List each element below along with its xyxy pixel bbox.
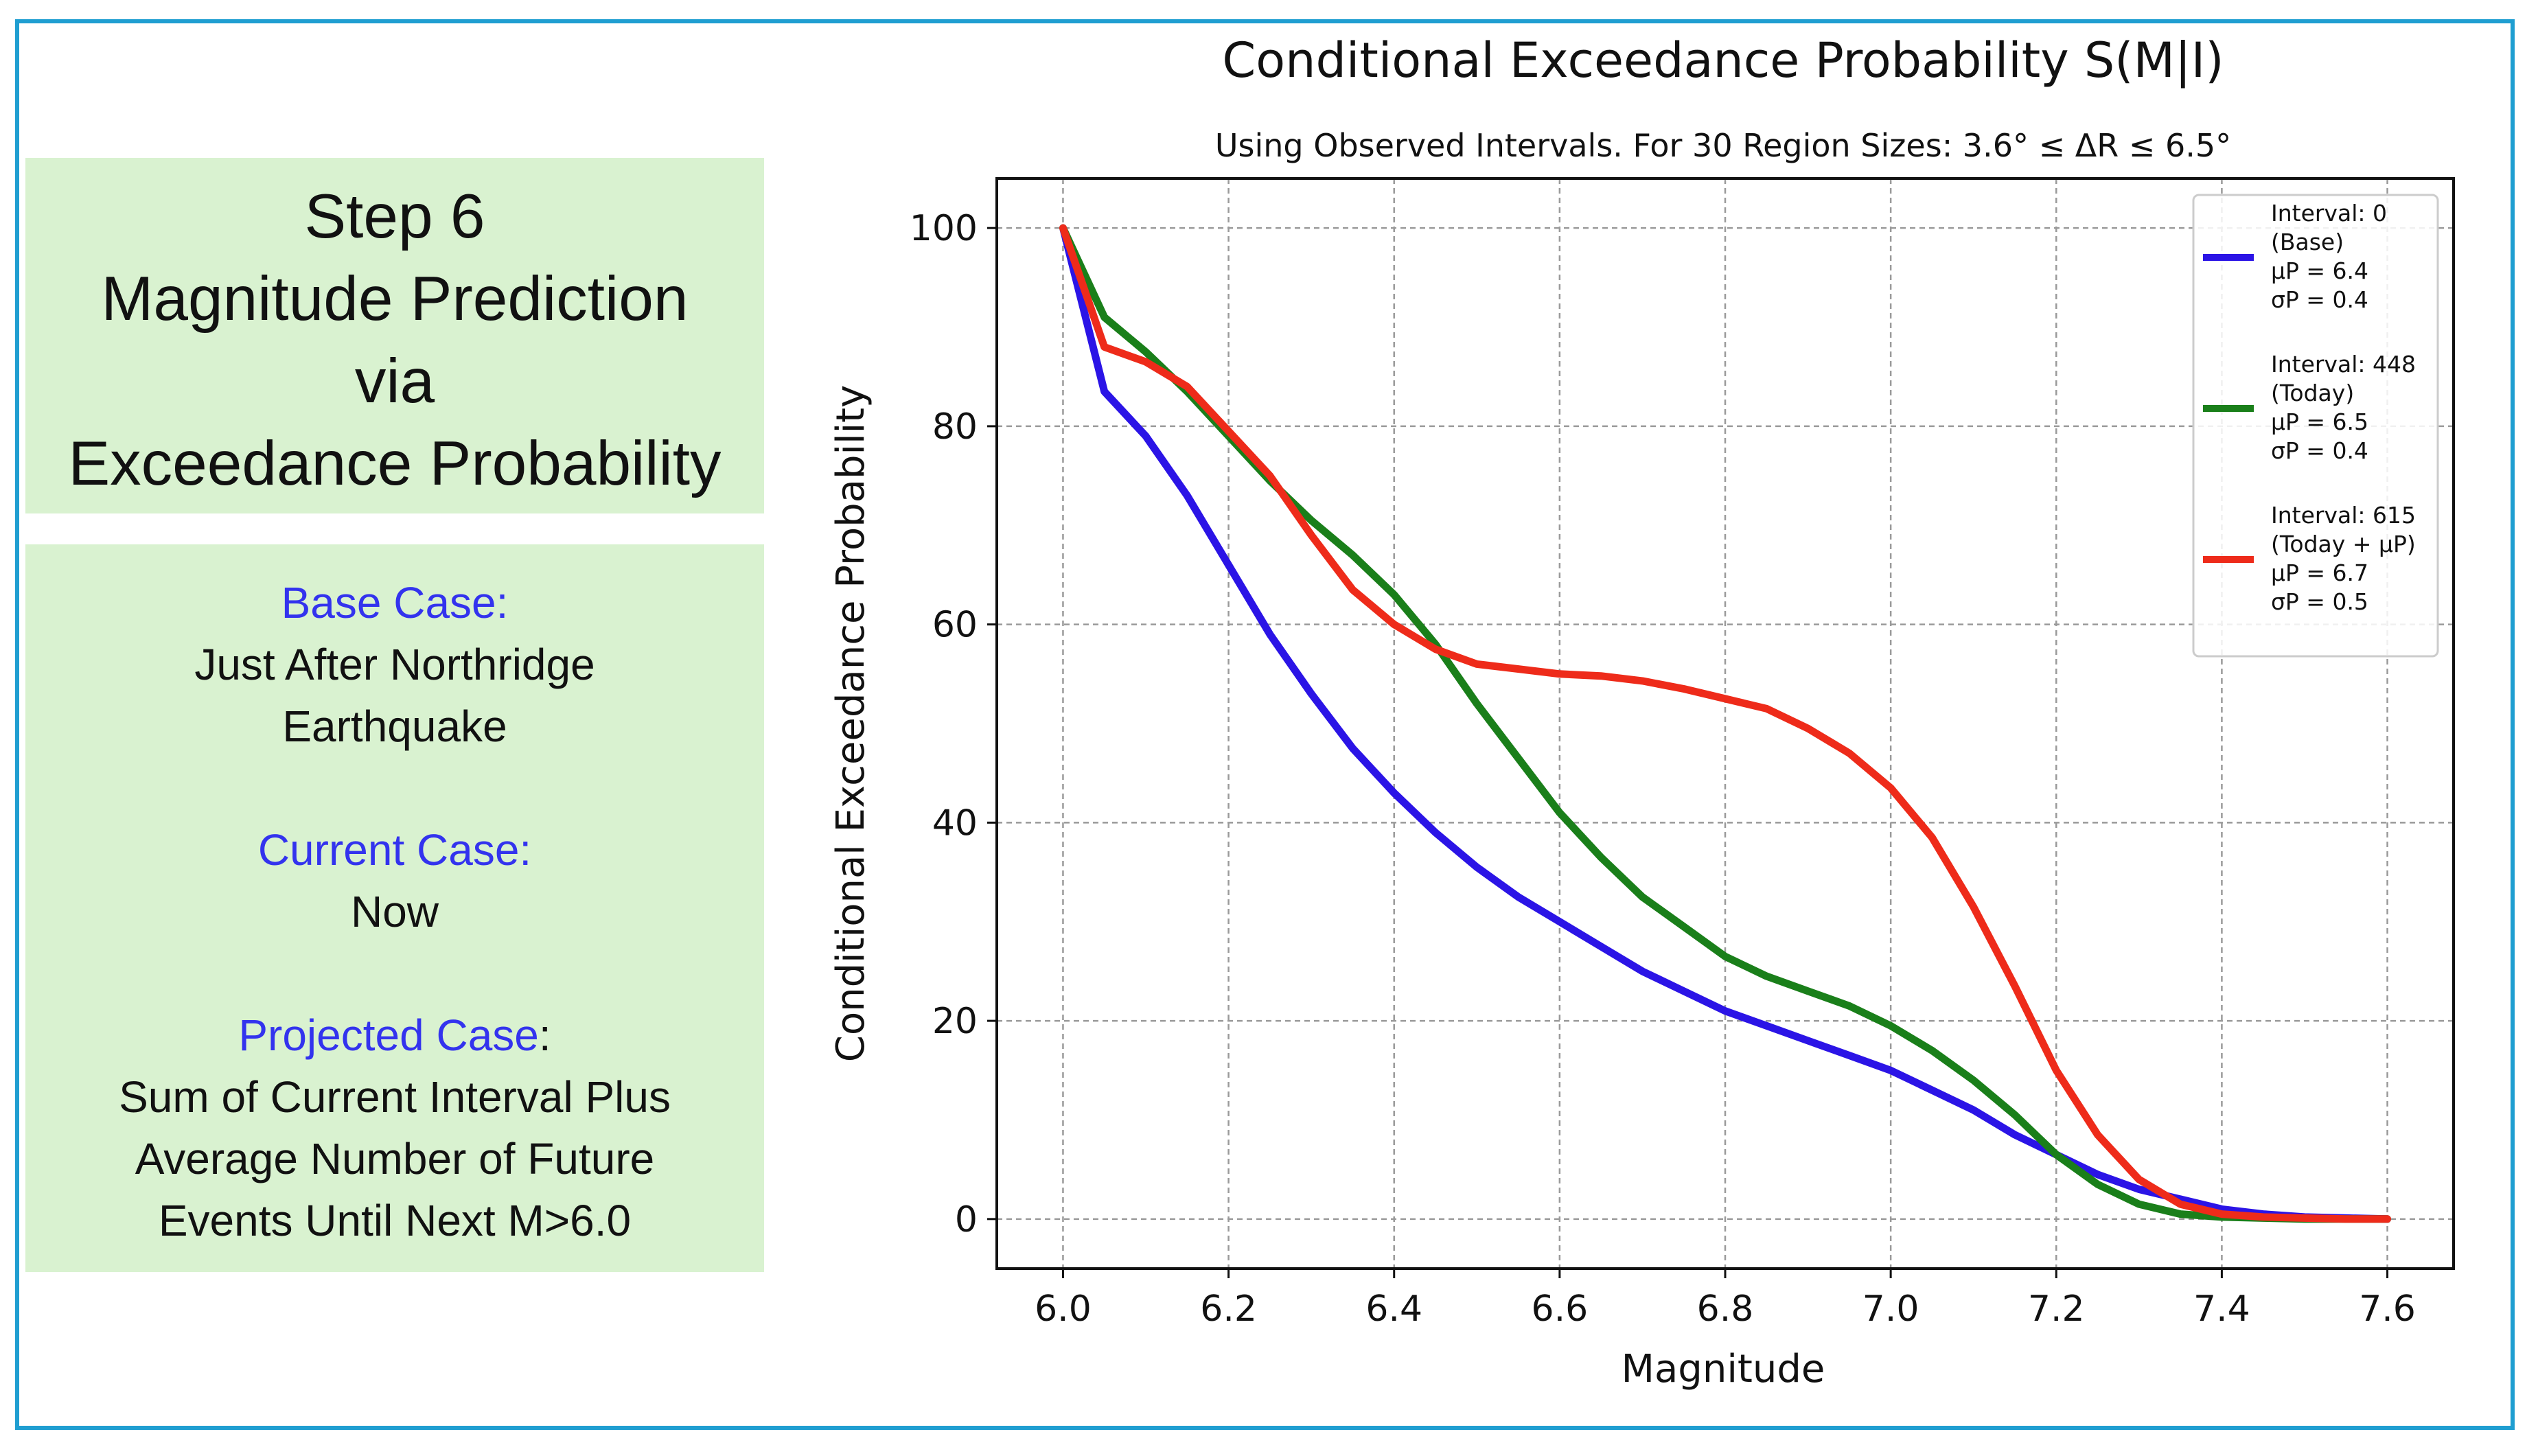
chart-title: Conditional Exceedance Probability S(M|I… <box>1222 32 2224 89</box>
y-tick-label: 40 <box>932 802 978 844</box>
series-line-1 <box>1059 224 2391 1223</box>
legend-entry-text: (Today) <box>2271 380 2354 406</box>
legend-entry-text: (Today + μP) <box>2271 531 2416 557</box>
y-tick-label: 60 <box>932 605 978 646</box>
legend-entry-text: Interval: 0 <box>2271 200 2387 227</box>
base-case-text: Earthquake <box>282 702 507 751</box>
title-line: Exceedance Probability <box>68 429 722 498</box>
projected-case-label: Projected Case <box>238 1010 539 1060</box>
cases-panel: Base Case: Just After Northridge Earthqu… <box>25 544 764 1272</box>
legend-entry-text: σP = 0.4 <box>2271 286 2368 313</box>
series-line-2 <box>1059 224 2391 1223</box>
axis-ticks: 6.0 6.2 6.4 6.6 6.8 7.0 7.2 7.4 7.6 0 20 40 60 80 100 <box>910 208 2416 1330</box>
legend-entry-text: μP = 6.5 <box>2271 408 2368 435</box>
projected-case-heading: Projected Case: <box>25 1004 764 1066</box>
x-tick-label: 6.8 <box>1697 1289 1754 1330</box>
y-tick-label: 100 <box>910 208 978 249</box>
legend-entry-text: σP = 0.4 <box>2271 437 2368 464</box>
x-tick-label: 6.6 <box>1532 1289 1589 1330</box>
title-line: Step 6 <box>304 182 485 251</box>
legend: Interval: 0(Base)μP = 6.4σP = 0.4Interva… <box>2192 194 2439 658</box>
y-tick-label: 20 <box>932 1001 978 1042</box>
title-line: Magnitude Prediction <box>101 264 689 334</box>
series-lines <box>1059 224 2391 1223</box>
current-case-label: Current Case: <box>257 825 532 875</box>
legend-entry-text: (Base) <box>2271 229 2344 255</box>
legend-entry-text: Interval: 448 <box>2271 351 2416 378</box>
x-tick-label: 7.4 <box>2193 1289 2250 1330</box>
y-tick-label: 0 <box>955 1199 978 1240</box>
x-axis-title: Magnitude <box>1622 1347 1825 1391</box>
x-tick-label: 6.0 <box>1035 1289 1092 1330</box>
step-title-panel: Step 6 Magnitude Prediction via Exceedan… <box>25 158 764 513</box>
legend-entry-text: Interval: 615 <box>2271 502 2416 529</box>
title-line: via <box>354 347 435 416</box>
series-line-0 <box>1059 224 2391 1223</box>
y-axis-title: Conditional Exceedance Probability <box>829 385 873 1063</box>
x-tick-label: 7.2 <box>2028 1289 2085 1330</box>
x-tick-label: 7.6 <box>2359 1289 2416 1330</box>
legend-entry-text: μP = 6.7 <box>2271 559 2368 586</box>
legend-entry-text: μP = 6.4 <box>2271 257 2368 284</box>
x-tick-label: 6.2 <box>1200 1289 1257 1330</box>
legend-entry-text: σP = 0.5 <box>2271 588 2368 615</box>
x-tick-label: 6.4 <box>1365 1289 1422 1330</box>
y-tick-label: 80 <box>932 406 978 448</box>
x-tick-label: 7.0 <box>1862 1289 1919 1330</box>
current-case-text: Now <box>350 887 439 936</box>
legend-box <box>2192 194 2439 658</box>
projected-case-colon: : <box>538 1010 551 1060</box>
base-case-text: Just After Northridge <box>194 640 595 689</box>
chart-subtitle: Using Observed Intervals. For 30 Region … <box>1215 127 2231 164</box>
base-case-label: Base Case: <box>281 578 509 627</box>
projected-case-text: Average Number of Future <box>135 1134 655 1183</box>
projected-case-text: Sum of Current Interval Plus <box>119 1072 671 1122</box>
projected-case-text: Events Until Next M>6.0 <box>158 1196 632 1245</box>
